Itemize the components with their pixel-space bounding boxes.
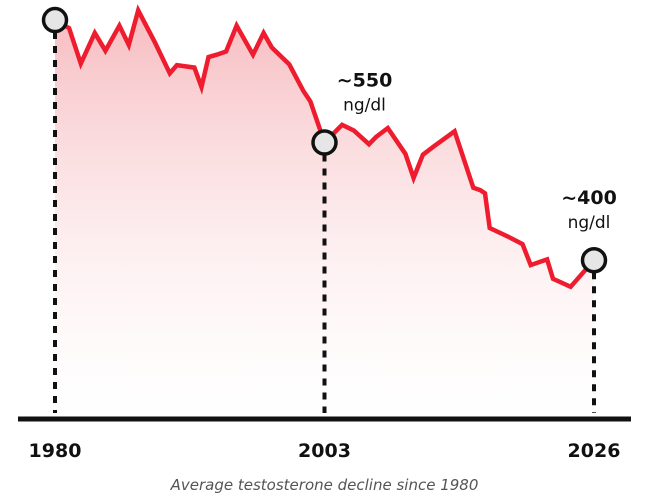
x-tick-label: 1980 xyxy=(29,440,82,462)
data-point-marker xyxy=(311,129,338,156)
value-label: ~550 xyxy=(337,70,393,92)
chart-caption: Average testosterone decline since 1980 xyxy=(170,476,479,494)
x-tick-label: 2026 xyxy=(568,440,621,462)
unit-label: ng/dl xyxy=(568,213,611,233)
data-point-marker xyxy=(580,246,608,274)
testosterone-line xyxy=(53,4,596,290)
x-tick-label: 2003 xyxy=(298,440,351,462)
unit-label: ng/dl xyxy=(343,96,386,116)
value-label: ~400 xyxy=(561,187,617,209)
data-point-marker xyxy=(41,6,69,34)
